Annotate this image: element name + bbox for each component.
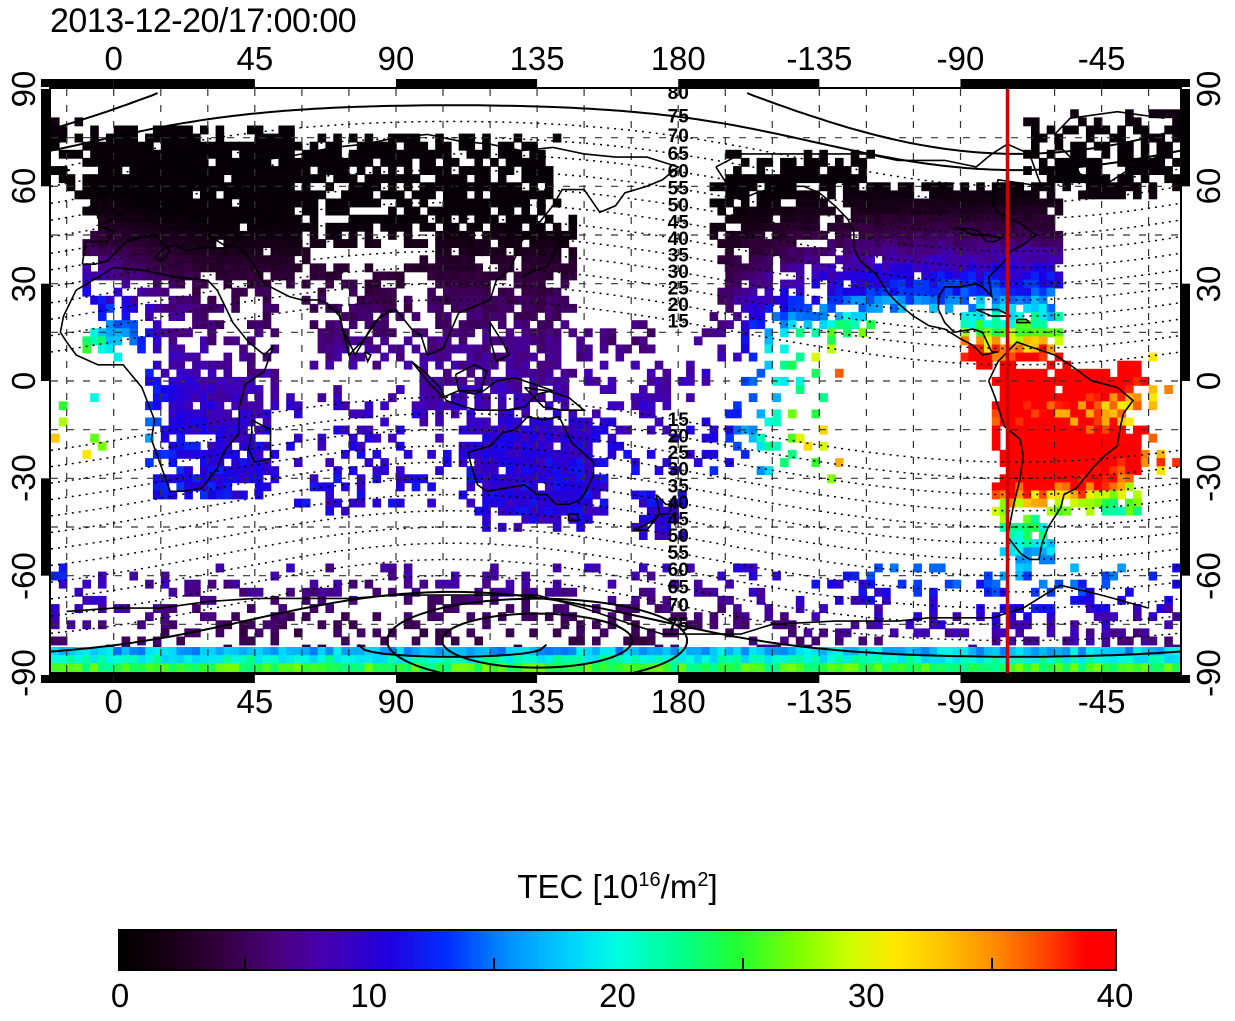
- svg-text:25: 25: [668, 279, 690, 300]
- y-tick-label-right-neg90: -90: [1190, 649, 1227, 697]
- x-tick-label-neg45: -45: [1077, 683, 1126, 720]
- colorbar-tick-label-40: 40: [1096, 977, 1134, 1014]
- x-tick-label-neg135: -135: [786, 683, 853, 720]
- colorbar-tick-label-30: 30: [847, 977, 885, 1014]
- svg-text:55: 55: [668, 543, 690, 564]
- x-tick-label-neg90: -90: [936, 683, 985, 720]
- map-plot-area[interactable]: 80 75 70 65 60 55 50 45 40 35 30 25 20 15 15 20 25 30 35 40…: [48, 86, 1183, 676]
- svg-text:40: 40: [668, 229, 689, 250]
- y-tick-label-left-90: 90: [5, 70, 42, 108]
- axis-tick-ladder: [41, 79, 1190, 683]
- colorbar-title: TEC [1016/m2]: [0, 868, 1235, 906]
- svg-text:25: 25: [668, 443, 690, 464]
- y-tick-label-left-30: 30: [5, 265, 42, 303]
- svg-text:70: 70: [668, 596, 689, 617]
- x-tick-label-135: 135: [509, 40, 565, 77]
- y-tick-label-left-neg30: -30: [5, 454, 42, 503]
- x-tick-label-135: 135: [509, 683, 565, 720]
- colorbar-tick-label-0: 0: [110, 977, 130, 1014]
- svg-text:50: 50: [668, 526, 689, 547]
- colorbar-title-mid: /m: [660, 868, 698, 905]
- y-tick-label-right-neg30: -30: [1190, 454, 1227, 503]
- y-tick-label-right-30: 30: [1190, 265, 1227, 303]
- y-tick-label-left-neg90: -90: [5, 649, 42, 697]
- x-tick-label-neg45: -45: [1077, 40, 1126, 77]
- svg-text:15: 15: [668, 410, 690, 431]
- magnetic-latitude-contours: [51, 92, 1180, 673]
- colorbar-minor-tick: [244, 958, 247, 969]
- x-tick-label-45: 45: [236, 40, 274, 77]
- svg-text:55: 55: [668, 179, 690, 200]
- svg-text:20: 20: [668, 295, 689, 316]
- colorbar-title-exp2: 2: [697, 869, 709, 891]
- y-tick-label-right-90: 90: [1190, 70, 1227, 108]
- y-tick-label-right-0: 0: [1190, 371, 1227, 391]
- svg-text:60: 60: [668, 162, 689, 183]
- x-tick-label-0: 0: [104, 40, 123, 77]
- colorbar-title-main: TEC [10: [517, 868, 639, 905]
- contour-labels: 8075706560555045403530252015152025303540…: [668, 89, 690, 636]
- svg-text:20: 20: [668, 427, 689, 448]
- y-tick-label-right-60: 60: [1190, 167, 1227, 205]
- svg-text:65: 65: [668, 144, 690, 165]
- x-tick-label-180: 180: [650, 40, 706, 77]
- x-tick-label-45: 45: [236, 683, 274, 720]
- svg-text:50: 50: [668, 196, 689, 217]
- svg-text:30: 30: [668, 262, 689, 283]
- svg-text:80: 80: [668, 89, 689, 104]
- x-tick-label-90: 90: [377, 683, 415, 720]
- colorbar-minor-tick: [741, 958, 744, 969]
- svg-text:30: 30: [668, 460, 689, 481]
- y-tick-label-left-0: 0: [5, 371, 42, 391]
- svg-text:75: 75: [668, 107, 690, 128]
- x-tick-label-180: 180: [650, 683, 706, 720]
- svg-text:45: 45: [668, 510, 690, 531]
- y-tick-label-left-60: 60: [5, 167, 42, 205]
- svg-text:70: 70: [668, 126, 689, 147]
- colorbar[interactable]: [118, 929, 1117, 971]
- page-title: 2013-12-20/17:00:00: [50, 2, 357, 40]
- colorbar-tick-label-20: 20: [599, 977, 636, 1014]
- tec-heatmap: 8075706560555045403530252015152025303540…: [51, 89, 1180, 673]
- colorbar-tick-label-10: 10: [350, 977, 388, 1014]
- colorbar-minor-tick: [990, 958, 993, 969]
- map-canvas: 80 75 70 65 60 55 50 45 40 35 30 25 20 15 15 20 25 30 35 40…: [51, 89, 1180, 673]
- colorbar-title-end: ]: [708, 868, 718, 905]
- x-tick-label-neg90: -90: [936, 40, 985, 77]
- x-tick-label-0: 0: [104, 683, 123, 720]
- svg-text:35: 35: [668, 476, 690, 497]
- y-tick-label-left-neg60: -60: [5, 551, 42, 600]
- svg-text:65: 65: [668, 578, 690, 599]
- svg-text:60: 60: [668, 560, 689, 581]
- colorbar-title-exp: 16: [638, 869, 661, 891]
- colorbar-minor-tick: [493, 958, 496, 969]
- svg-text:40: 40: [668, 493, 689, 514]
- y-tick-label-right-neg60: -60: [1190, 551, 1227, 600]
- svg-text:35: 35: [668, 246, 690, 267]
- x-tick-label-neg135: -135: [786, 40, 853, 77]
- svg-text:75: 75: [668, 615, 690, 636]
- x-tick-label-90: 90: [377, 40, 415, 77]
- svg-text:15: 15: [668, 312, 690, 333]
- svg-text:45: 45: [668, 212, 690, 233]
